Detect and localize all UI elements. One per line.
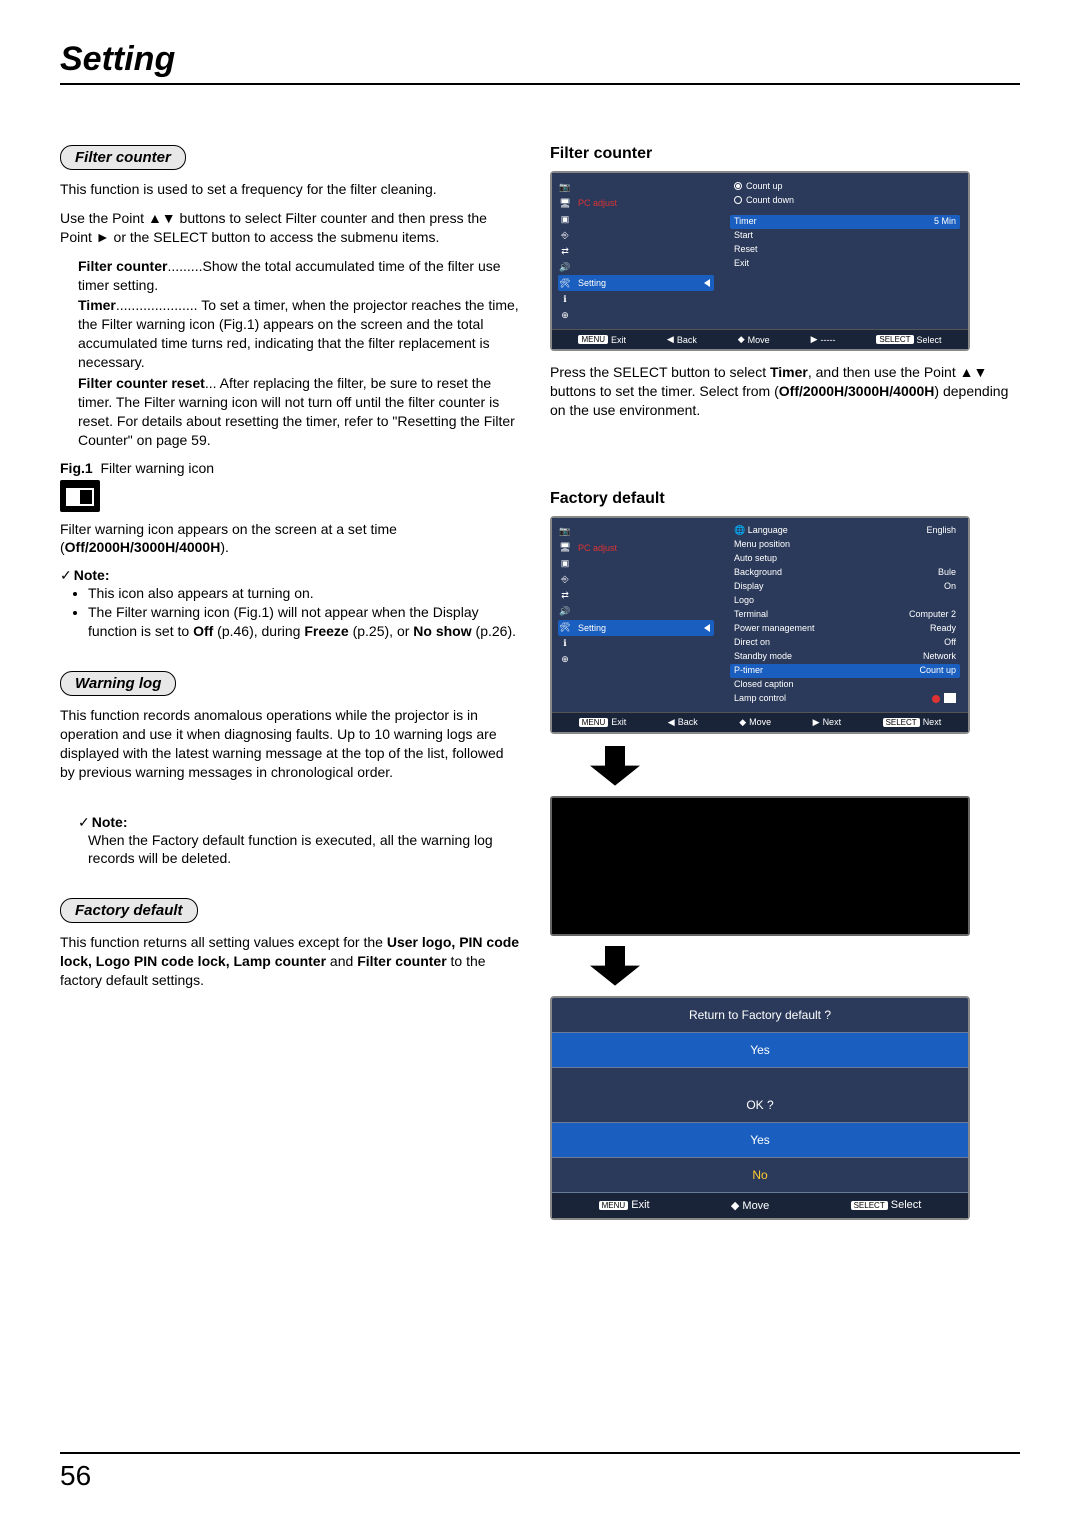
osd-row-standby-mode[interactable]: Standby modeNetwork: [730, 650, 960, 664]
source-icon: ⇄: [558, 245, 572, 257]
dialog-yes-2[interactable]: Yes: [552, 1123, 968, 1158]
setting-icon: 🛠: [558, 277, 572, 289]
osd-row-logo[interactable]: Logo: [730, 594, 960, 608]
black-preview-box: [550, 796, 970, 936]
osd-row-power-management[interactable]: Power managementReady: [730, 622, 960, 636]
osd-row-closed-caption[interactable]: Closed caption: [730, 678, 960, 692]
fig1-label: Fig.1 Filter warning icon: [60, 460, 520, 476]
osd-start-row[interactable]: Start: [730, 229, 960, 243]
filter-counter-intro2: Use the Point ▲▼ buttons to select Filte…: [60, 209, 520, 247]
dialog-yes-1[interactable]: Yes: [552, 1033, 968, 1068]
left-column: Filter counter This function is used to …: [60, 145, 520, 1220]
filter-warning-icon: [60, 480, 100, 512]
setting-label: Setting: [578, 278, 606, 288]
filter-counter-osd-heading: Filter counter: [550, 145, 1020, 163]
note-body-2: When the Factory default function is exe…: [88, 831, 520, 869]
note-list-1: This icon also appears at turning on. Th…: [88, 584, 520, 641]
factory-default-body: This function returns all setting values…: [60, 933, 520, 990]
osd-row-menu-position[interactable]: Menu position: [730, 538, 960, 552]
def-filter-counter-reset: Filter counter reset... After replacing …: [78, 374, 520, 450]
osd-timer-row[interactable]: Timer5 Min: [730, 215, 960, 229]
warning-log-body: This function records anomalous operatio…: [60, 706, 520, 782]
factory-default-heading-left: Factory default: [60, 898, 198, 923]
pc-adjust-label: PC adjust: [578, 198, 617, 208]
filter-counter-heading: Filter counter: [60, 145, 186, 170]
dialog-question-2: OK ?: [552, 1088, 968, 1123]
page-title: Setting: [60, 40, 1020, 85]
dialog-no[interactable]: No: [552, 1158, 968, 1193]
note-heading-1: ✓Note:: [60, 567, 520, 584]
factory-default-osd-heading: Factory default: [550, 490, 1020, 508]
pc-icon: 🖥: [558, 197, 572, 209]
dialog-question-1: Return to Factory default ?: [552, 998, 968, 1033]
osd-reset-row[interactable]: Reset: [730, 243, 960, 257]
def-filter-counter: Filter counter.........Show the total ac…: [78, 257, 520, 295]
warning-log-heading: Warning log: [60, 671, 176, 696]
note-heading-2: ✓Note:: [78, 814, 520, 831]
network-icon: ⊕: [558, 309, 572, 321]
sound-icon: 🔊: [558, 261, 572, 273]
arrow-down-icon-2: [590, 946, 640, 986]
osd-row-p-timer[interactable]: P-timerCount up: [730, 664, 960, 678]
arrow-down-icon: [590, 746, 640, 786]
fig1-caption: Filter warning icon appears on the scree…: [60, 520, 520, 558]
osd-row-terminal[interactable]: TerminalComputer 2: [730, 608, 960, 622]
osd-exit-row[interactable]: Exit: [730, 257, 960, 271]
osd-row-background[interactable]: BackgroundBule: [730, 566, 960, 580]
input-icon: ⎆: [558, 229, 572, 241]
def-timer: Timer..................... To set a time…: [78, 296, 520, 372]
return-factory-dialog: Return to Factory default ? Yes OK ? Yes…: [550, 996, 970, 1220]
osd-row-lamp-control[interactable]: Lamp control: [730, 692, 960, 706]
factory-default-osd: 📷 🖥PC adjust ▣ ⎆ ⇄ 🔊 🛠Setting ℹ ⊕ 🌐 Lang…: [550, 516, 970, 734]
osd-row-direct-on[interactable]: Direct onOff: [730, 636, 960, 650]
page-number: 56: [60, 1452, 1020, 1492]
filter-osd-caption: Press the SELECT button to select Timer,…: [550, 363, 1020, 420]
screen-icon: ▣: [558, 213, 572, 225]
image-icon: 📷: [558, 181, 572, 193]
info-icon: ℹ: [558, 293, 572, 305]
filter-counter-osd: 📷 🖥PC adjust ▣ ⎆ ⇄ 🔊 🛠Setting ℹ ⊕ Count …: [550, 171, 970, 351]
right-column: Filter counter 📷 🖥PC adjust ▣ ⎆ ⇄ 🔊 🛠Set…: [550, 145, 1020, 1220]
osd-row-language[interactable]: 🌐 LanguageEnglish: [730, 524, 960, 538]
osd-row-display[interactable]: DisplayOn: [730, 580, 960, 594]
filter-counter-intro1: This function is used to set a frequency…: [60, 180, 520, 199]
osd-row-auto-setup[interactable]: Auto setup: [730, 552, 960, 566]
